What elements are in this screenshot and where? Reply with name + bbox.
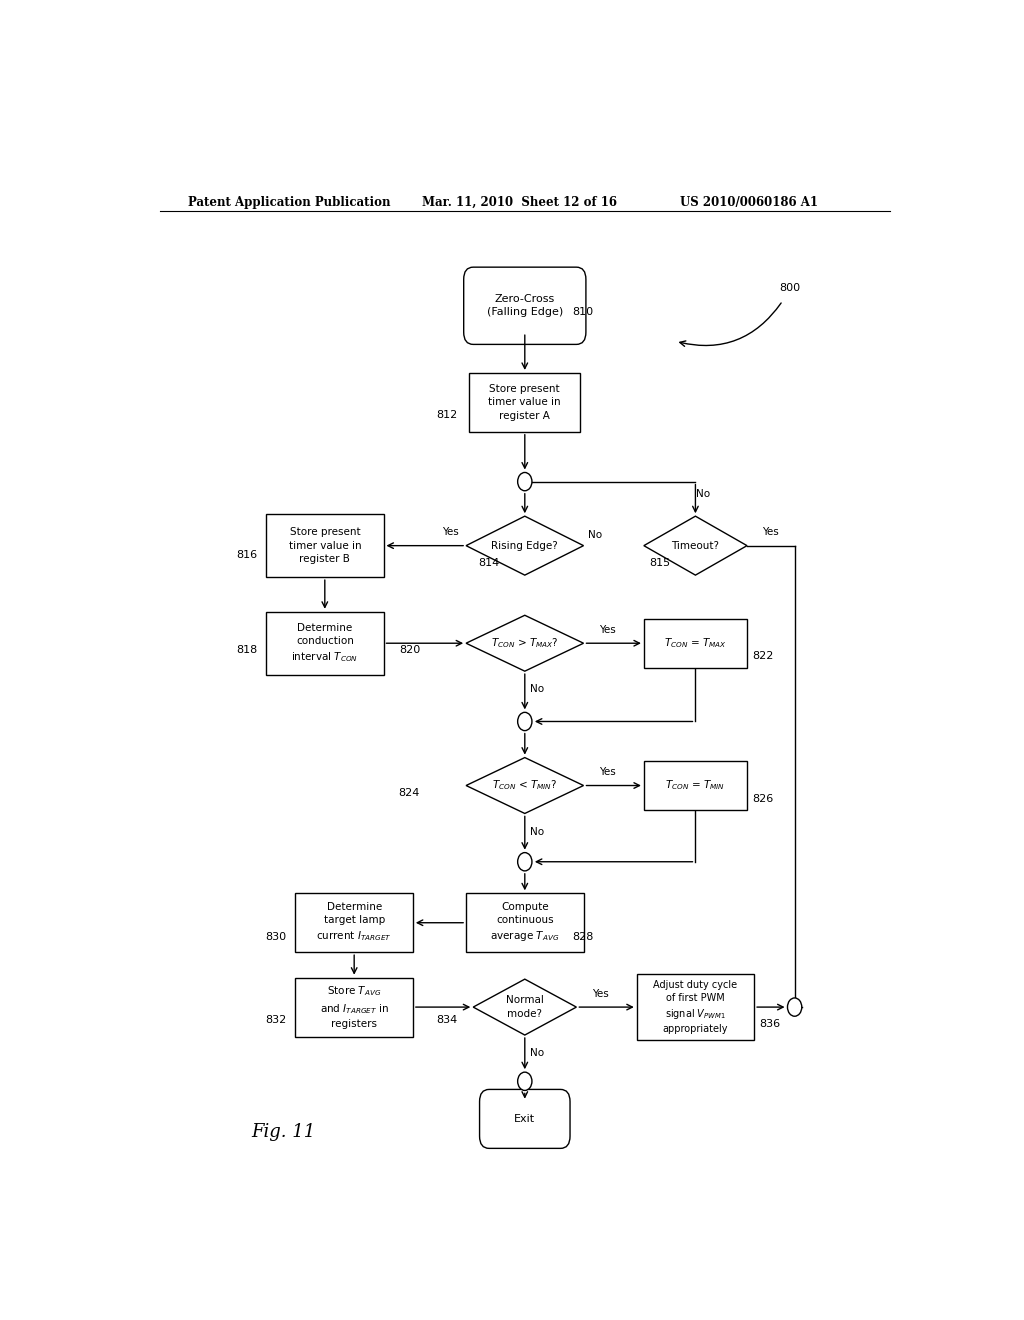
Text: Determine
conduction
interval $T_{CON}$: Determine conduction interval $T_{CON}$ [291,623,358,664]
Text: $T_{CON}$ = $T_{MIN}$: $T_{CON}$ = $T_{MIN}$ [666,779,725,792]
Text: 820: 820 [398,645,420,655]
Text: Fig. 11: Fig. 11 [251,1123,315,1140]
Text: Adjust duty cycle
of first PWM
signal $V_{PWM1}$
appropriately: Adjust duty cycle of first PWM signal $V… [653,979,737,1035]
Text: Mar. 11, 2010  Sheet 12 of 16: Mar. 11, 2010 Sheet 12 of 16 [422,195,616,209]
Text: 828: 828 [572,932,594,942]
FancyBboxPatch shape [296,894,413,952]
Circle shape [518,473,531,491]
Text: No: No [529,826,544,837]
FancyBboxPatch shape [479,1089,570,1148]
Text: 822: 822 [753,652,774,661]
Text: Yes: Yes [763,528,779,537]
Text: Rising Edge?: Rising Edge? [492,541,558,550]
FancyBboxPatch shape [469,372,581,432]
Circle shape [518,853,531,871]
Text: $T_{CON}$ = $T_{MAX}$: $T_{CON}$ = $T_{MAX}$ [664,636,727,651]
Text: Store present
timer value in
register B: Store present timer value in register B [289,528,361,564]
Text: Store $T_{AVG}$
and $I_{TARGET}$ in
registers: Store $T_{AVG}$ and $I_{TARGET}$ in regi… [319,985,389,1030]
FancyArrowPatch shape [680,304,781,346]
Text: Yes: Yes [592,989,608,999]
Text: 830: 830 [265,932,287,942]
Polygon shape [466,615,584,671]
Text: No: No [529,685,544,694]
Text: Compute
continuous
average $T_{AVG}$: Compute continuous average $T_{AVG}$ [490,902,559,944]
Circle shape [518,713,531,731]
Text: 815: 815 [649,558,670,568]
FancyBboxPatch shape [266,611,384,675]
Text: 800: 800 [778,284,800,293]
Text: Timeout?: Timeout? [672,541,720,550]
FancyBboxPatch shape [466,894,584,952]
Text: Yes: Yes [599,624,615,635]
Text: 818: 818 [237,645,257,655]
Text: 810: 810 [572,306,594,317]
Polygon shape [466,758,584,813]
Text: Exit: Exit [514,1114,536,1123]
Text: 814: 814 [478,558,500,568]
Polygon shape [644,516,748,576]
Text: Yes: Yes [599,767,615,777]
Text: 816: 816 [237,550,257,560]
Text: US 2010/0060186 A1: US 2010/0060186 A1 [680,195,817,209]
FancyBboxPatch shape [464,267,586,345]
Text: Store present
timer value in
register A: Store present timer value in register A [488,384,561,421]
Text: No: No [589,531,602,540]
Text: 824: 824 [398,788,420,797]
Text: Yes: Yes [441,528,459,537]
Text: No: No [696,488,711,499]
Text: 836: 836 [759,1019,780,1030]
Circle shape [787,998,802,1016]
Text: 812: 812 [436,409,458,420]
Circle shape [518,1072,531,1090]
Text: Zero-Cross
(Falling Edge): Zero-Cross (Falling Edge) [486,294,563,317]
Text: $T_{CON}$ < $T_{MIN}$?: $T_{CON}$ < $T_{MIN}$? [493,779,557,792]
FancyBboxPatch shape [637,974,754,1040]
Text: Determine
target lamp
current $I_{TARGET}$: Determine target lamp current $I_{TARGET… [316,903,392,944]
Polygon shape [466,516,584,576]
Text: No: No [529,1048,544,1059]
Text: Normal
mode?: Normal mode? [506,995,544,1019]
FancyBboxPatch shape [644,762,746,810]
Text: Patent Application Publication: Patent Application Publication [187,195,390,209]
Text: 834: 834 [436,1015,458,1026]
Text: 832: 832 [265,1015,287,1026]
FancyBboxPatch shape [296,978,413,1036]
FancyBboxPatch shape [266,515,384,577]
FancyBboxPatch shape [644,619,746,668]
Polygon shape [473,979,577,1035]
Text: $T_{CON}$ > $T_{MAX}$?: $T_{CON}$ > $T_{MAX}$? [490,636,559,651]
Text: 826: 826 [753,793,774,804]
